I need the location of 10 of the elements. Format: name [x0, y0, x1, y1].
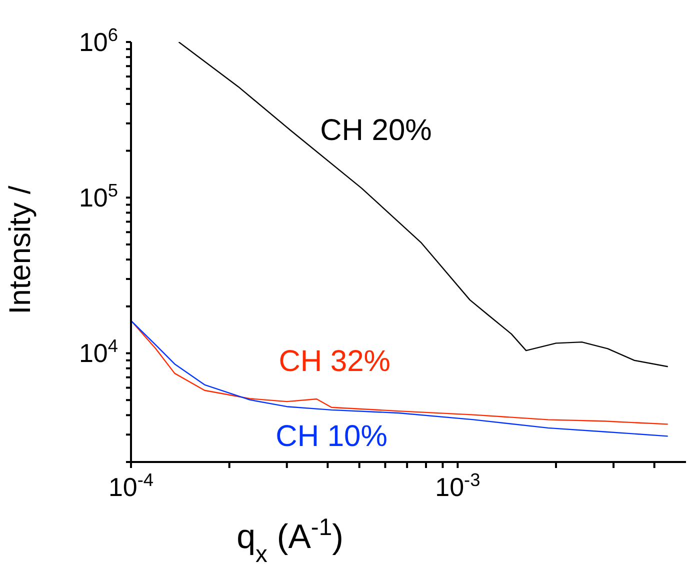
- y-tick-label: 10$^{4}$: [78, 336, 118, 368]
- series-label: CH 10%: [276, 420, 388, 453]
- x-tick-label: 10$^{-3}$: [435, 470, 480, 502]
- series-label: CH 32%: [278, 345, 390, 378]
- y-tick-label: 10$^{5}$: [78, 180, 118, 213]
- y-tick-label: 10$^{6}$: [78, 25, 118, 57]
- x-axis-title: q$_{x}$ (A$^{-1}$): [236, 514, 344, 567]
- y-axis-title: Intensity /: [4, 185, 37, 314]
- x-tick-label: 10$^{-4}$: [108, 470, 154, 502]
- series-label: CH 20%: [320, 114, 432, 147]
